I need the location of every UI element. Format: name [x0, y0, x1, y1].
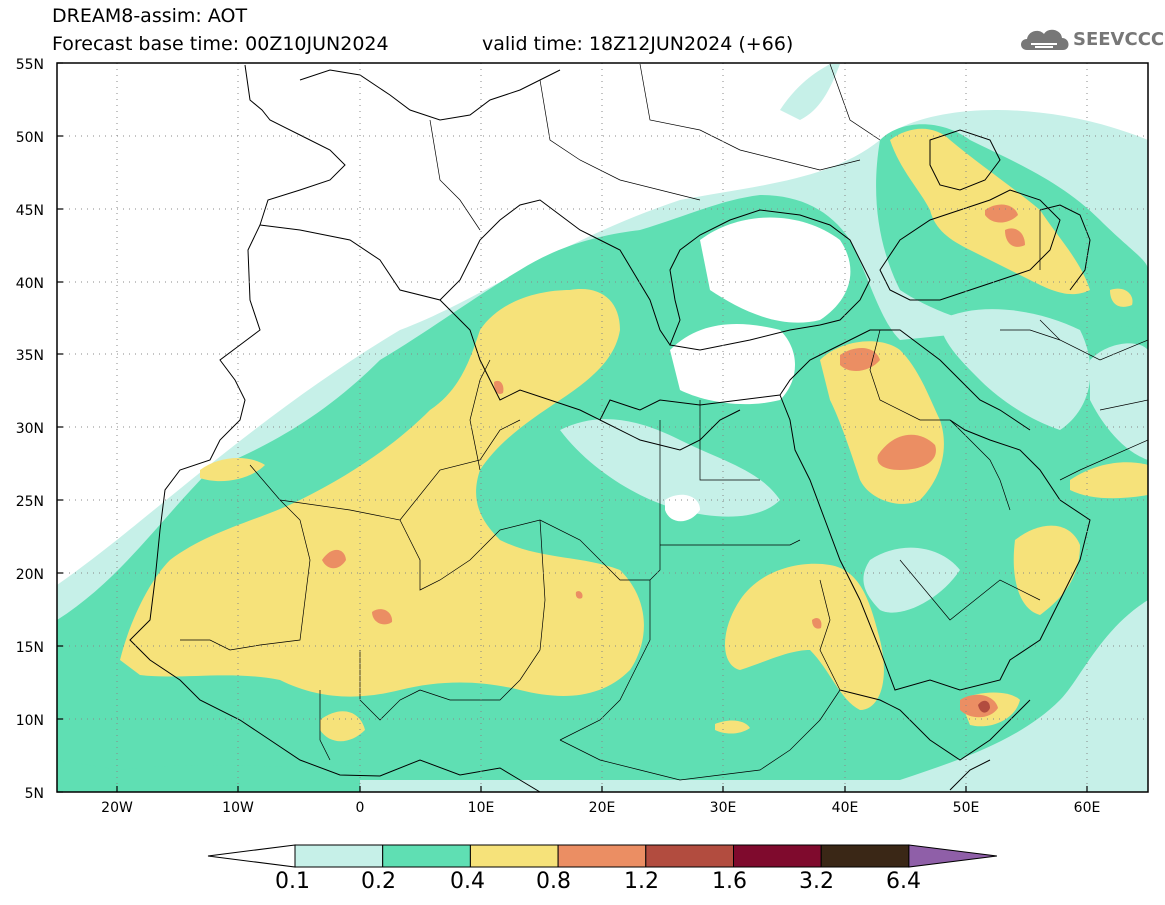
- lat-label: 35N: [16, 348, 44, 364]
- colorbar-label: 0.2: [361, 869, 396, 894]
- coastlines: [129, 64, 1091, 792]
- lat-label: 25N: [16, 494, 44, 510]
- colorbar-label: 0.8: [536, 869, 571, 894]
- latitude-labels: 55N 50N 45N 40N 35N 30N 25N 20N 15N 10N …: [16, 57, 44, 802]
- cloud-logo-icon: [1021, 29, 1069, 50]
- lon-label: 10E: [468, 800, 495, 816]
- aot-band-0.8: [322, 204, 1025, 718]
- seevccc-logo: SEEVCCC: [1017, 22, 1164, 56]
- lon-label: 40E: [832, 800, 859, 816]
- lon-label: 30E: [710, 800, 737, 816]
- lat-label: 5N: [25, 786, 44, 802]
- colorbar-label: 0.4: [450, 869, 485, 894]
- lat-label: 50N: [16, 130, 44, 146]
- aot-band-0.1-patches: [560, 309, 1148, 613]
- aot-band-1.2: [978, 700, 990, 713]
- logo-text: SEEVCCC: [1073, 29, 1165, 50]
- lon-label: 20E: [589, 800, 616, 816]
- colorbar-label: 1.2: [624, 869, 659, 894]
- lat-label: 20N: [16, 567, 44, 583]
- lat-label: 15N: [16, 640, 44, 656]
- aot-clear-regions: [665, 217, 851, 522]
- lon-label: 10W: [222, 800, 254, 816]
- lat-label: 45N: [16, 203, 44, 219]
- aot-field: [57, 63, 1148, 792]
- lat-label: 30N: [16, 421, 44, 437]
- colorbar-label: 3.2: [799, 869, 834, 894]
- colorbar-label: 0.1: [275, 869, 310, 894]
- lon-label: 20W: [101, 800, 133, 816]
- longitude-labels: 20W 10W 0 10E 20E 30E 40E 50E 60E: [101, 800, 1100, 816]
- lat-label: 10N: [16, 713, 44, 729]
- lat-label: 40N: [16, 276, 44, 292]
- colorbar-label: 1.6: [712, 869, 747, 894]
- axis-ticks: [57, 62, 1088, 793]
- colorbar-label: 6.4: [886, 869, 921, 894]
- lon-label: 0: [356, 800, 365, 816]
- lon-label: 60E: [1074, 800, 1101, 816]
- lon-label: 50E: [953, 800, 980, 816]
- valid-time: valid time: 18Z12JUN2024 (+66): [482, 33, 794, 55]
- forecast-base-time: Forecast base time: 00Z10JUN2024: [52, 33, 389, 55]
- title-line-1: DREAM8-assim: AOT: [52, 5, 248, 27]
- country-borders: [180, 63, 1148, 781]
- lat-label: 55N: [16, 57, 44, 73]
